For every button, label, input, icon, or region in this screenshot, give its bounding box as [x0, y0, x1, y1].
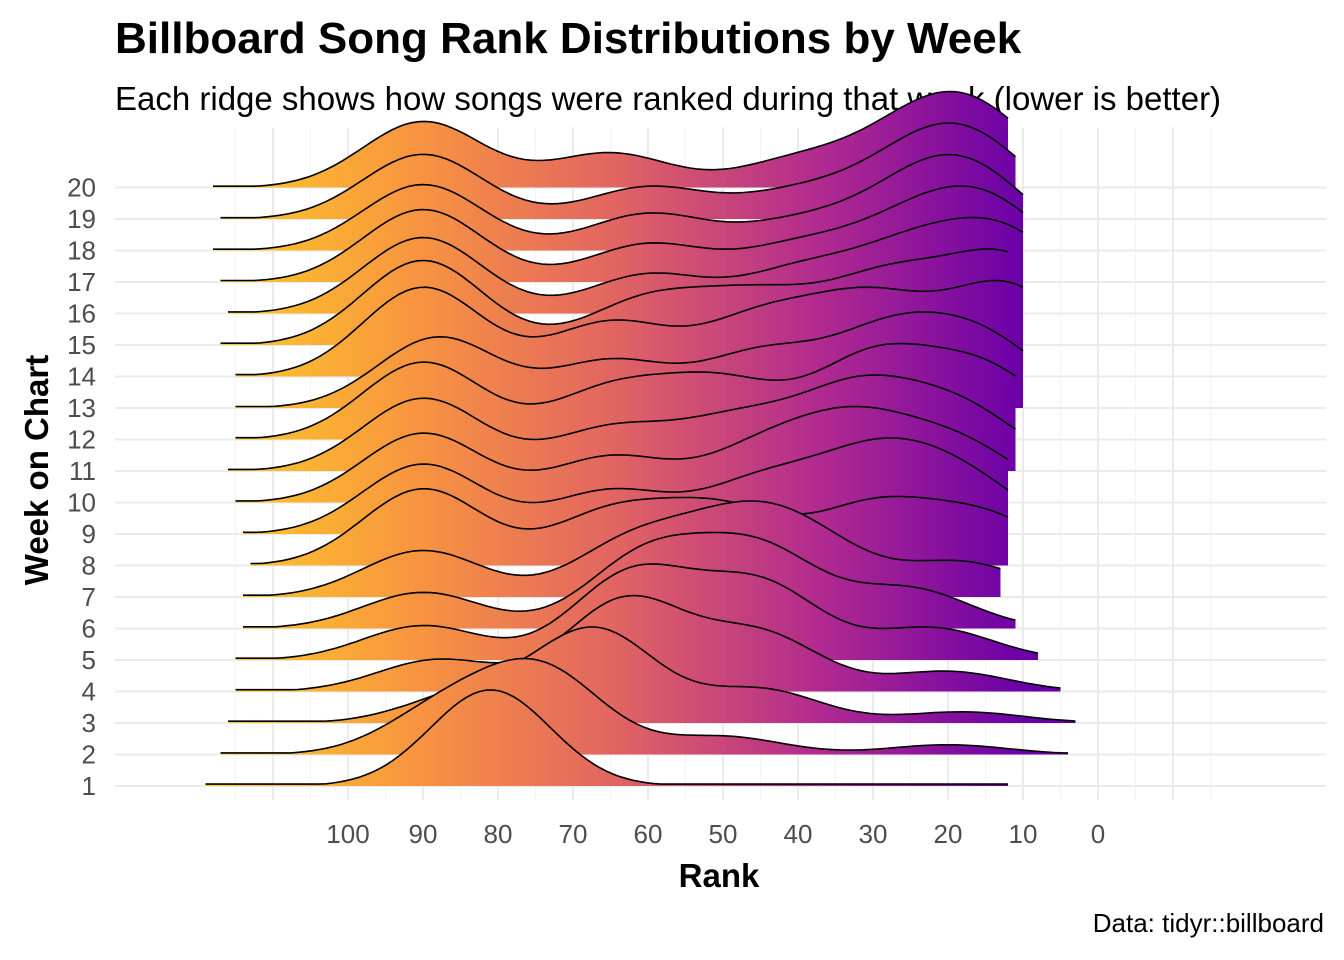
ridge-layer	[205, 90, 1076, 786]
x-tick-label: 10	[1009, 819, 1038, 849]
chart-title: Billboard Song Rank Distributions by Wee…	[115, 14, 1022, 63]
ridge-outline-week-13	[235, 311, 1024, 408]
ridge-week-1	[205, 690, 1008, 786]
ridge-outline-week-20	[213, 90, 1009, 187]
y-tick-label: 20	[67, 173, 96, 203]
ridge-outline-week-4	[235, 594, 1061, 691]
y-tick-label: 2	[82, 740, 96, 770]
ridge-outline-week-1	[205, 689, 1008, 785]
y-tick-label: 9	[82, 519, 96, 549]
x-axis-title: Rank	[679, 857, 760, 894]
y-tick-label: 6	[82, 614, 96, 644]
y-tick-label: 5	[82, 645, 96, 675]
y-tick-label: 11	[69, 456, 96, 486]
x-tick-label: 0	[1091, 819, 1105, 849]
ridge-outline-week-7	[243, 500, 1001, 596]
ridge-outline-week-2	[220, 657, 1069, 754]
ridge-outline-week-6	[243, 531, 1016, 628]
ridge-outline-week-14	[235, 279, 1024, 376]
x-tick-label: 30	[859, 819, 888, 849]
y-tick-label: 18	[67, 236, 96, 266]
x-tick-label: 40	[784, 819, 813, 849]
y-tick-label: 3	[82, 708, 96, 738]
y-tick-label: 17	[67, 267, 96, 297]
ridge-outline-week-19	[220, 122, 1017, 219]
y-tick-label: 7	[82, 582, 96, 612]
y-tick-label: 15	[67, 330, 96, 360]
y-tick-label: 14	[67, 362, 96, 392]
ridge-outline-week-12	[235, 342, 1016, 439]
chart-subtitle: Each ridge shows how songs were ranked d…	[115, 80, 1222, 117]
ridge-outline-week-5	[235, 563, 1039, 659]
ridge-outline-week-8	[250, 488, 1009, 565]
tick-layer: 100 90 80 70 60 50 40 30 20 10 0123456789101112131…	[67, 173, 1105, 850]
ridge-outline-week-15	[220, 248, 1009, 344]
y-tick-label: 12	[67, 425, 96, 455]
y-axis-title: Week on Chart	[18, 355, 55, 585]
y-tick-label: 8	[82, 551, 96, 581]
x-tick-label: 90	[409, 819, 438, 849]
ridge-outline-week-10	[235, 405, 1009, 502]
x-tick-label: 80	[484, 819, 513, 849]
x-tick-label: 60	[634, 819, 663, 849]
ridge-outline-week-16	[228, 216, 1024, 313]
y-tick-label: 19	[67, 204, 96, 234]
x-tick-label: 20	[934, 819, 963, 849]
ridge-week-4	[235, 595, 1061, 692]
y-tick-label: 13	[67, 393, 96, 423]
x-tick-label: 70	[559, 819, 588, 849]
ridge-outline-week-3	[228, 626, 1076, 722]
chart-caption: Data: tidyr::billboard	[1092, 908, 1324, 938]
ridge-outline-week-18	[213, 153, 1024, 250]
x-tick-label: 50	[709, 819, 738, 849]
y-tick-label: 4	[82, 677, 96, 707]
ridge-outline-week-17	[220, 185, 1024, 282]
y-tick-label: 10	[67, 488, 96, 518]
ridge-outline-week-9	[243, 437, 1009, 534]
y-tick-label: 16	[67, 299, 96, 329]
ridge-outline-week-11	[228, 374, 1016, 471]
x-tick-label: 100	[326, 819, 369, 849]
y-tick-label: 1	[82, 771, 96, 801]
